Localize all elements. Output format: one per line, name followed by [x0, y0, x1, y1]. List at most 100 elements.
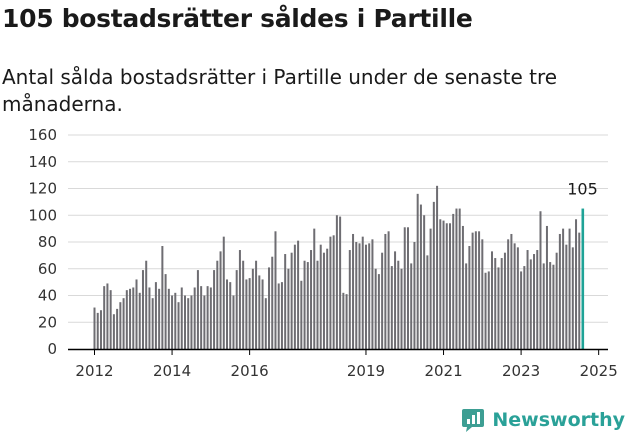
bar	[403, 227, 406, 349]
bar	[290, 252, 293, 349]
bar	[258, 275, 261, 349]
bar	[394, 251, 397, 349]
bar	[154, 282, 157, 349]
bar	[255, 260, 258, 349]
y-tick-label: 100	[28, 206, 57, 224]
bar	[306, 262, 309, 349]
bar	[125, 290, 128, 349]
bar	[448, 223, 451, 349]
bar	[209, 287, 212, 349]
bar	[310, 250, 313, 349]
bar	[112, 314, 115, 349]
bar	[190, 295, 193, 349]
x-tick-label: 2012	[75, 362, 113, 380]
bar	[520, 271, 523, 349]
bar	[319, 244, 322, 349]
y-tick-label: 40	[38, 287, 57, 305]
bar	[452, 213, 455, 349]
bar	[503, 252, 506, 349]
bar	[219, 251, 222, 349]
bar	[387, 231, 390, 349]
bar	[99, 310, 102, 349]
bar	[174, 292, 177, 349]
bar	[277, 283, 280, 349]
bar	[458, 208, 461, 349]
bar	[297, 240, 300, 349]
bar	[507, 239, 510, 349]
x-tick-label: 2023	[502, 362, 540, 380]
bar	[545, 225, 548, 349]
bar	[381, 252, 384, 349]
bar	[497, 267, 500, 349]
bar	[478, 231, 481, 349]
bar	[242, 260, 245, 349]
bar	[552, 264, 555, 349]
bar	[345, 294, 348, 349]
bar	[549, 262, 552, 349]
bar	[284, 254, 287, 349]
bar	[116, 308, 119, 349]
bar	[533, 254, 536, 349]
bar	[562, 228, 565, 349]
chart-title: 105 bostadsrätter såldes i Partille	[2, 4, 473, 33]
bar	[377, 274, 380, 349]
bar	[555, 252, 558, 349]
bar	[303, 260, 306, 349]
bar	[103, 286, 106, 349]
x-tick-label: 2019	[347, 362, 385, 380]
bars	[93, 185, 585, 349]
bar	[575, 219, 578, 349]
bar	[542, 263, 545, 349]
bar	[109, 290, 112, 349]
y-tick-label: 0	[47, 340, 57, 358]
bar	[132, 287, 135, 349]
bar	[119, 302, 122, 349]
bar	[251, 268, 254, 349]
bar	[523, 266, 526, 349]
bar	[145, 260, 148, 349]
bar	[494, 258, 497, 349]
bar	[364, 244, 367, 349]
callout: 105	[567, 180, 598, 199]
bar	[232, 295, 235, 349]
bar	[442, 220, 445, 349]
y-tick-label: 120	[28, 180, 57, 198]
bar	[138, 292, 141, 349]
bar	[171, 295, 174, 349]
bar	[571, 247, 574, 349]
y-tick-label: 160	[28, 126, 57, 144]
bar	[384, 233, 387, 349]
y-tick-label: 60	[38, 260, 57, 278]
bar	[455, 208, 458, 349]
bar	[436, 185, 439, 349]
x-tick-label: 2016	[231, 362, 269, 380]
newsworthy-logo-icon	[462, 409, 485, 432]
bar	[151, 298, 154, 349]
bar	[510, 233, 513, 349]
highlight-bar	[581, 208, 585, 349]
bar	[177, 302, 180, 349]
bar	[439, 219, 442, 349]
bar	[129, 288, 132, 349]
bar	[238, 250, 241, 349]
bar	[539, 211, 542, 349]
y-tick-label: 80	[38, 233, 57, 251]
bar	[187, 298, 190, 349]
bar	[316, 260, 319, 349]
x-tick-label: 2025	[580, 362, 618, 380]
bar	[287, 268, 290, 349]
bar	[248, 278, 251, 349]
bar	[426, 255, 429, 349]
bar	[471, 232, 474, 349]
bar	[423, 215, 426, 349]
bar	[432, 201, 435, 349]
bar	[183, 295, 186, 349]
bar	[358, 243, 361, 349]
bar	[261, 279, 264, 349]
bar	[193, 287, 196, 349]
bar	[167, 288, 170, 349]
bar	[332, 235, 335, 349]
bar	[352, 233, 355, 349]
y-axis-labels: 0 20 40 60 80 100 120 140 160	[28, 126, 57, 358]
